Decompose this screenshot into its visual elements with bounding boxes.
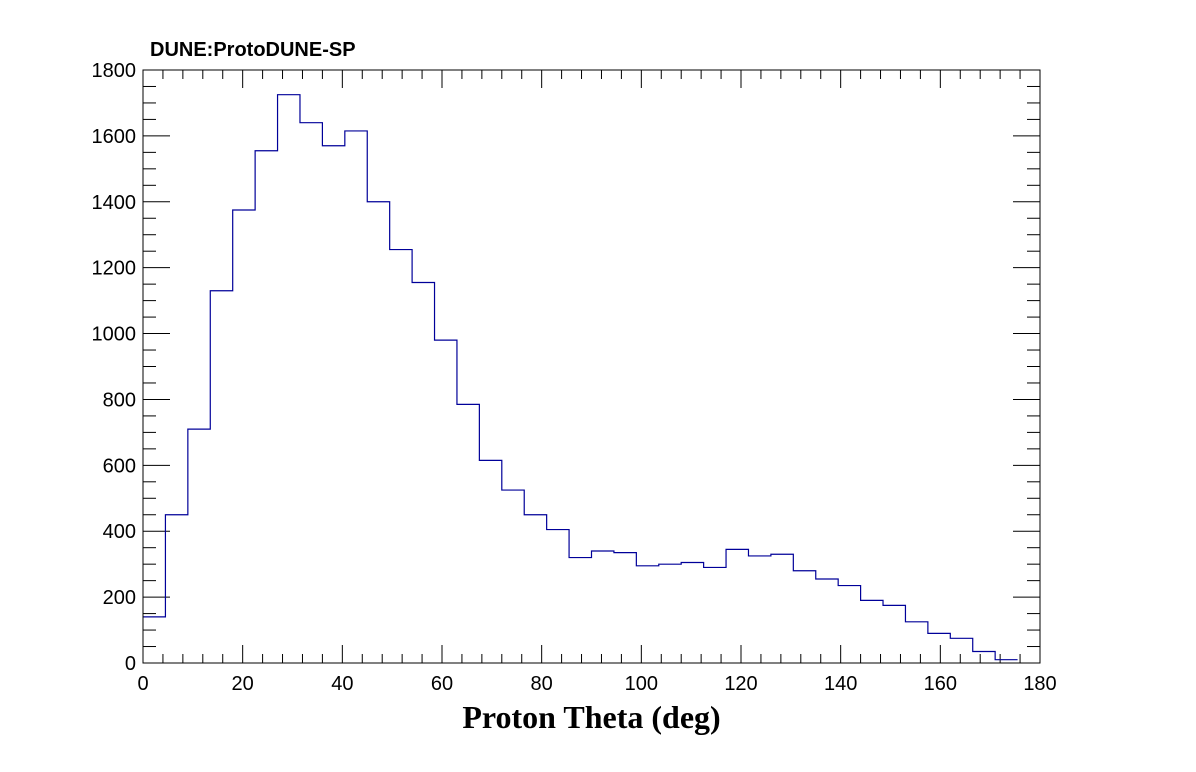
x-tick-label: 100 [625,673,658,695]
x-tick-label: 140 [824,673,857,695]
tick-labels: 0 20 40 60 80 100 120 140 160 1800200400600800100… [92,60,1057,695]
x-tick-label: 120 [724,673,757,695]
plot-frame [142,69,1041,664]
y-tick-label: 1000 [92,324,137,346]
x-tick-label: 20 [232,673,254,695]
y-tick-label: 1400 [92,192,137,214]
y-tick-label: 1800 [92,60,137,82]
y-tick-label: 400 [103,521,136,543]
axis-ticks [142,69,1041,664]
x-tick-label: 160 [924,673,957,695]
y-tick-label: 1200 [92,258,137,280]
x-tick-label: 40 [331,673,353,695]
x-tick-label: 180 [1023,673,1056,695]
y-tick-label: 0 [125,653,136,675]
chart-title: DUNE:ProtoDUNE-SP [150,39,356,61]
y-tick-label: 1600 [92,126,137,148]
x-tick-label: 0 [137,673,148,695]
x-axis-label: Proton Theta (deg) [462,699,720,735]
x-tick-label: 80 [531,673,553,695]
y-tick-label: 800 [103,389,136,411]
y-tick-label: 600 [103,455,136,477]
histogram-series [143,94,1018,661]
y-tick-label: 200 [103,587,136,609]
x-tick-label: 60 [431,673,453,695]
